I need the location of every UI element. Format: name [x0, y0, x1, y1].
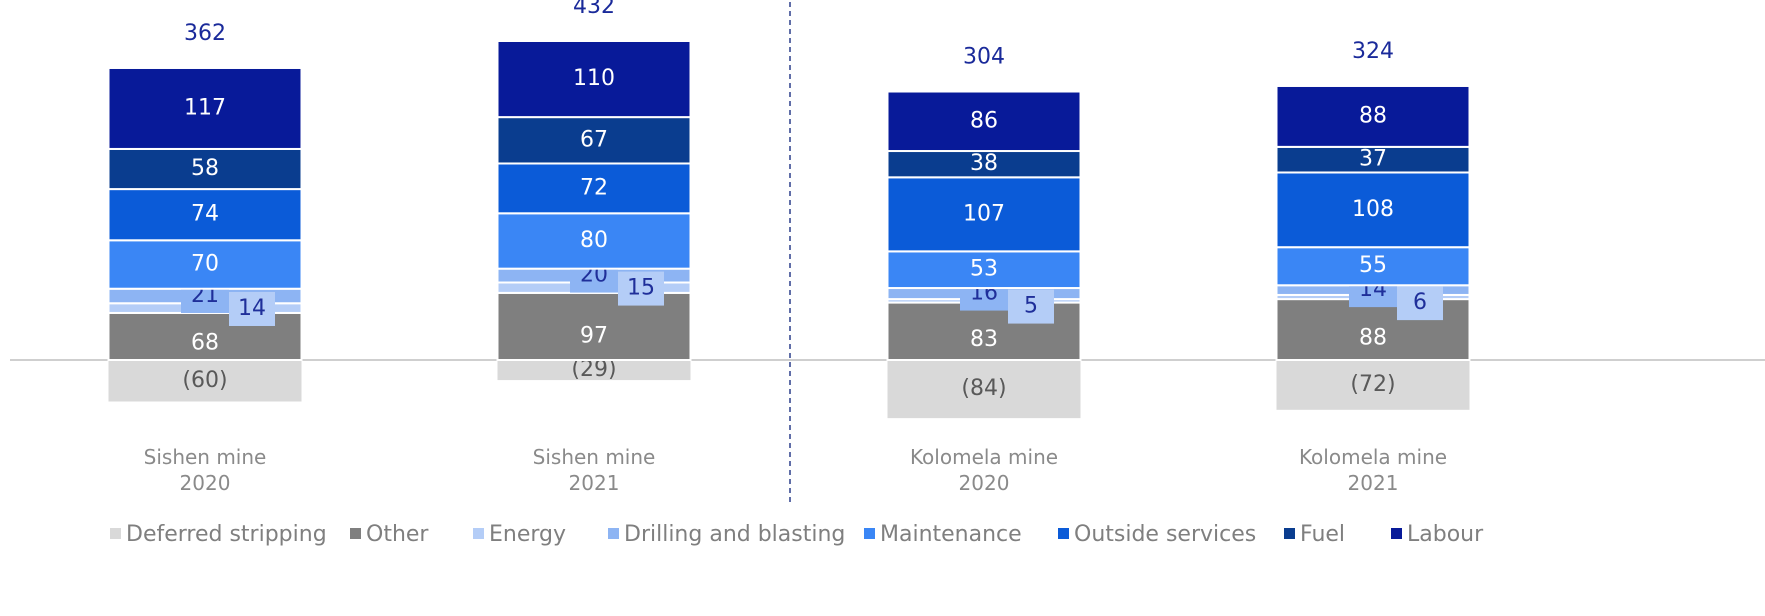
bar-segment [108, 360, 302, 402]
segment-label: 67 [580, 127, 608, 152]
bar-segment [496, 40, 692, 119]
callout-box [618, 271, 664, 306]
segment-label: 88 [1359, 103, 1387, 128]
legend-label: Fuel [1300, 522, 1345, 547]
segment-label: (29) [571, 357, 616, 382]
segment-label: 37 [1359, 147, 1387, 172]
legend-label: Outside services [1074, 522, 1256, 547]
legend-label: Drilling and blasting [624, 522, 845, 547]
segment-label: 68 [191, 331, 219, 356]
bar-segment [497, 360, 691, 381]
segment-label: 5 [1024, 294, 1038, 319]
segment-label: 80 [580, 228, 608, 253]
total-label: 362 [184, 21, 226, 46]
bar-segment [1275, 171, 1471, 249]
segment-label: 53 [970, 257, 998, 282]
callout-box [229, 291, 275, 326]
segment-label: 6 [1413, 290, 1427, 315]
bar-segment [1276, 360, 1470, 410]
bar-segment [107, 66, 303, 150]
segment-label: 55 [1359, 253, 1387, 278]
total-label: 324 [1352, 39, 1394, 64]
legend-label: Energy [489, 522, 566, 547]
segment-label: 107 [963, 201, 1005, 226]
segment-label: (84) [961, 376, 1006, 401]
total-label: 304 [963, 45, 1005, 70]
legend-swatch [1284, 528, 1295, 539]
legend-label: Labour [1407, 522, 1484, 547]
segment-label: 72 [580, 175, 608, 200]
category-label: Kolomela mine 2021 [1298, 445, 1448, 495]
bar-segment [1275, 84, 1471, 148]
segment-label: 83 [970, 327, 998, 352]
legend-swatch [1391, 528, 1402, 539]
legend-label: Other [366, 522, 429, 547]
segment-label: 110 [573, 66, 615, 91]
segment-label: 86 [970, 108, 998, 133]
legend-swatch [110, 528, 121, 539]
bar-segment [886, 90, 1082, 153]
segment-label: 58 [191, 156, 219, 181]
segment-label: 117 [184, 95, 226, 120]
legend-label: Maintenance [880, 522, 1022, 547]
bar-segment [886, 176, 1082, 253]
segment-label: 88 [1359, 326, 1387, 351]
category-label: Sishen mine 2020 [143, 445, 267, 495]
segment-label: (72) [1350, 372, 1395, 397]
legend-label: Deferred stripping [126, 522, 327, 547]
legend-swatch [864, 528, 875, 539]
bar-segment [496, 162, 692, 215]
bar-segment [496, 116, 692, 165]
legend-swatch [1058, 528, 1069, 539]
bar-segment [496, 212, 692, 270]
legend-swatch [350, 528, 361, 539]
segment-label: 74 [191, 202, 219, 227]
legend-swatch [473, 528, 484, 539]
legend-swatch [608, 528, 619, 539]
segment-label: 38 [970, 151, 998, 176]
segment-label: 108 [1352, 197, 1394, 222]
segment-label: (60) [182, 368, 227, 393]
callout-box [1397, 286, 1443, 321]
bar-segment [887, 360, 1081, 419]
callout-box [1008, 289, 1054, 324]
bar-segment [1275, 246, 1471, 287]
category-label: Kolomela mine 2020 [909, 445, 1059, 495]
segment-label: 15 [627, 276, 655, 301]
category-label: Sishen mine 2021 [532, 445, 656, 495]
segment-label: 97 [580, 324, 608, 349]
total-label: 432 [573, 0, 615, 19]
segment-label: 14 [238, 296, 266, 321]
segment-label: 70 [191, 252, 219, 277]
